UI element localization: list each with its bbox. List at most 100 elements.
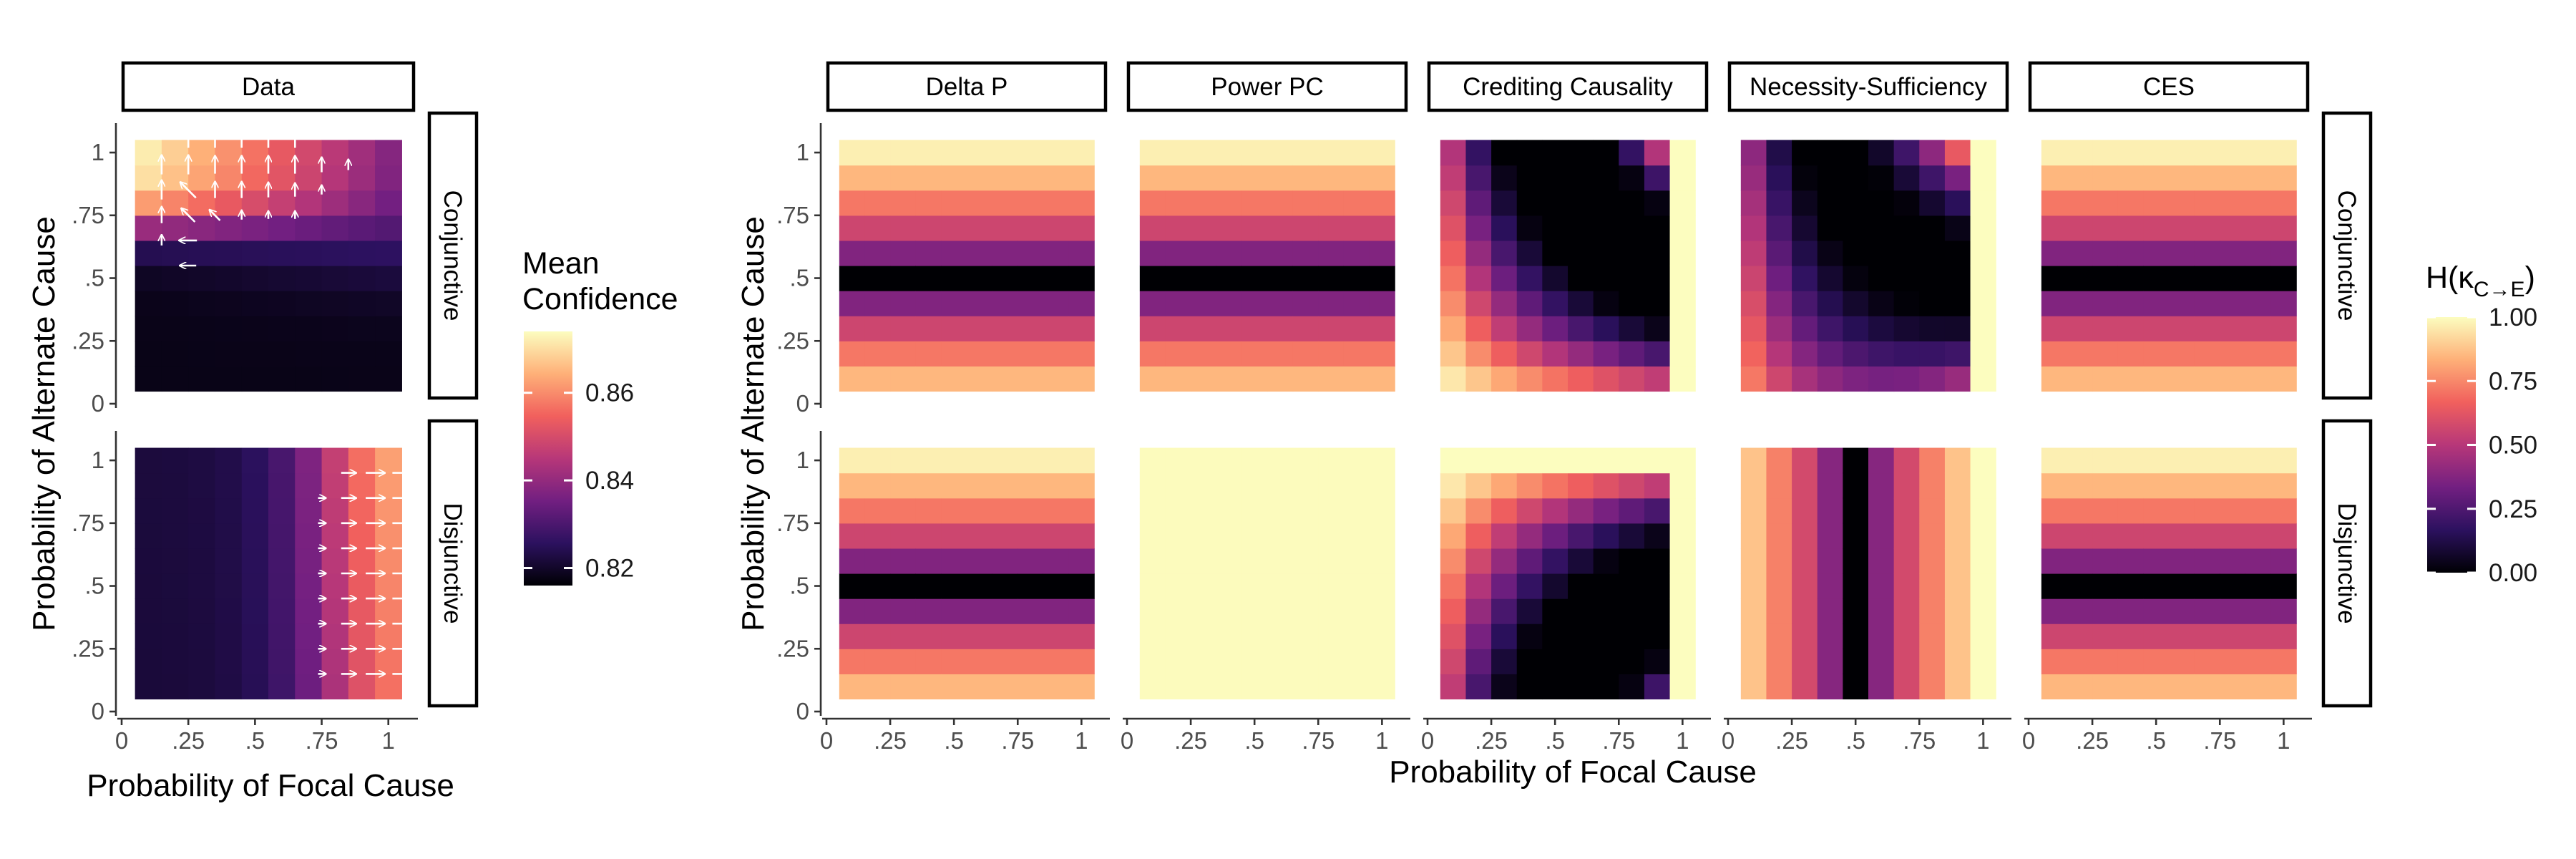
- heatmap-cell: [992, 447, 1018, 474]
- heatmap-cell: [1644, 472, 1671, 499]
- x-tick-label: .25: [1775, 727, 1808, 754]
- heatmap-cell: [135, 341, 162, 367]
- heatmap-cell: [1516, 472, 1543, 499]
- heatmap-cell: [2092, 674, 2119, 700]
- heatmap-cell: [295, 598, 323, 624]
- heatmap-cell: [1644, 598, 1671, 624]
- heatmap-cell: [1644, 215, 1671, 241]
- heatmap-cell: [967, 266, 993, 291]
- heatmap-cell: [915, 341, 942, 367]
- heatmap-cell: [1568, 240, 1594, 266]
- heatmap-cell: [1165, 240, 1191, 266]
- heatmap-cell: [864, 165, 891, 191]
- heatmap-cell: [1139, 598, 1166, 624]
- heatmap-cell: [890, 598, 917, 624]
- heatmap-cell: [915, 140, 942, 166]
- heatmap-cell: [992, 649, 1018, 674]
- heatmap-cell: [215, 623, 243, 649]
- heatmap-cell: [1343, 165, 1370, 191]
- heatmap-cell: [1766, 498, 1792, 524]
- heatmap-cell: [1343, 190, 1370, 216]
- heatmap-cell: [188, 266, 216, 291]
- heatmap-cell: [1267, 498, 1294, 524]
- heatmap-cell: [839, 291, 866, 316]
- heatmap-cell: [1491, 341, 1518, 367]
- heatmap-cell: [2245, 291, 2272, 316]
- heatmap-cell: [1165, 573, 1191, 599]
- heatmap-cell: [1292, 573, 1319, 599]
- heatmap-cell: [1619, 498, 1645, 524]
- heatmap-cell: [1241, 649, 1268, 674]
- heatmap-cell: [2117, 472, 2144, 499]
- entropy-legend-tick: 0.25: [2489, 495, 2537, 523]
- heatmap-cell: [2245, 366, 2272, 392]
- heatmap-cell: [1619, 190, 1645, 216]
- heatmap-cell: [295, 649, 323, 674]
- heatmap-cell: [2067, 649, 2093, 674]
- heatmap-cell: [890, 573, 917, 599]
- heatmap-cell: [161, 215, 189, 241]
- heatmap-cell: [1970, 447, 1996, 474]
- heatmap-cell: [1766, 472, 1792, 499]
- heatmap-cell: [1369, 266, 1395, 291]
- heatmap-cell: [188, 598, 216, 624]
- heatmap-cell: [1766, 316, 1792, 341]
- heatmap-cell: [1817, 523, 1843, 549]
- heatmap-cell: [1191, 649, 1217, 674]
- confidence-legend-title-line1: Mean: [522, 246, 600, 281]
- heatmap-cell: [375, 523, 402, 549]
- heatmap-cell: [2220, 190, 2246, 216]
- heatmap-cell: [1369, 573, 1395, 599]
- heatmap-cell: [1542, 215, 1568, 241]
- heatmap-cell: [992, 341, 1018, 367]
- heatmap-cell: [375, 649, 402, 674]
- heatmap-cell: [295, 674, 323, 700]
- model-heatmap-ces-disjunctive: [2041, 447, 2297, 700]
- heatmap-cell: [1593, 649, 1619, 674]
- heatmap-cell: [839, 598, 866, 624]
- heatmap-cell: [1369, 523, 1395, 549]
- heatmap-cell: [2169, 523, 2195, 549]
- heatmap-cell: [2169, 623, 2195, 649]
- heatmap-cell: [1970, 291, 1996, 316]
- heatmap-cell: [1465, 215, 1492, 241]
- heatmap-cell: [2041, 165, 2068, 191]
- heatmap-cell: [839, 316, 866, 341]
- heatmap-cell: [1944, 341, 1971, 367]
- data-heatmap-conjunctive: [135, 140, 402, 392]
- heatmap-cell: [348, 215, 376, 241]
- heatmap-cell: [915, 598, 942, 624]
- x-tick-label: .5: [2146, 727, 2166, 754]
- x-tick-label: 0: [1121, 727, 1133, 754]
- heatmap-cell: [1944, 548, 1971, 574]
- heatmap-cell: [1817, 240, 1843, 266]
- heatmap-cell: [1440, 573, 1467, 599]
- x-tick-label: 0: [1421, 727, 1434, 754]
- heatmap-cell: [1465, 598, 1492, 624]
- heatmap-cell: [321, 165, 349, 191]
- heatmap-cell: [188, 366, 216, 392]
- heatmap-cell: [1919, 498, 1946, 524]
- heatmap-cell: [1241, 215, 1268, 241]
- heatmap-cell: [1292, 366, 1319, 392]
- heatmap-cell: [1516, 498, 1543, 524]
- heatmap-cell: [1740, 548, 1767, 574]
- heatmap-cell: [1669, 498, 1696, 524]
- model-heatmap-necessity-sufficiency-disjunctive: [1740, 447, 1996, 700]
- heatmap-cell: [1740, 140, 1767, 166]
- heatmap-cell: [1919, 215, 1946, 241]
- heatmap-cell: [2041, 498, 2068, 524]
- heatmap-cell: [241, 140, 269, 166]
- heatmap-cell: [215, 548, 243, 574]
- heatmap-cell: [1766, 649, 1792, 674]
- heatmap-cell: [1766, 598, 1792, 624]
- strip-label: CES: [2143, 73, 2195, 101]
- heatmap-cell: [1644, 548, 1671, 574]
- heatmap-cell: [1619, 316, 1645, 341]
- heatmap-cell: [321, 598, 349, 624]
- heatmap-cell: [348, 165, 376, 191]
- heatmap-cell: [1216, 548, 1242, 574]
- heatmap-cell: [2220, 649, 2246, 674]
- heatmap-cell: [1868, 215, 1895, 241]
- heatmap-cell: [1440, 266, 1467, 291]
